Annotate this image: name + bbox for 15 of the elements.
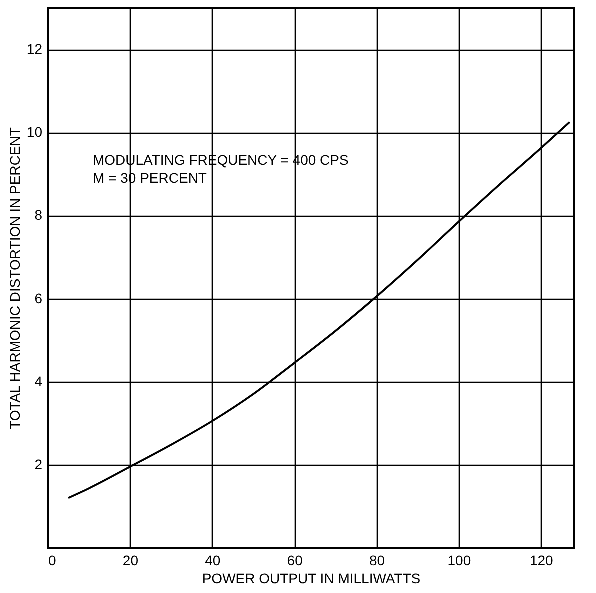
x-tick-label: 80	[369, 552, 386, 568]
x-tick-label: 60	[287, 552, 304, 568]
x-tick-label: 100	[448, 552, 472, 568]
x-tick-label: 20	[122, 552, 139, 568]
y-tick-label: 4	[34, 373, 43, 390]
y-tick-label: 10	[26, 124, 43, 140]
y-tick-label: 2	[34, 456, 43, 472]
x-axis-title: POWER OUTPUT IN MILLIWATTS	[202, 570, 421, 586]
y-tick-label: 8	[34, 207, 43, 224]
x-tick-label: 120	[530, 552, 554, 568]
y-axis-title: TOTAL HARMONIC DISTORTION IN PERCENT	[6, 127, 23, 430]
x-tick-label: 40	[205, 552, 221, 568]
x-tick-label: 0	[48, 552, 56, 568]
y-tick-label: 6	[34, 290, 43, 306]
y-tick-label: 12	[26, 41, 43, 58]
